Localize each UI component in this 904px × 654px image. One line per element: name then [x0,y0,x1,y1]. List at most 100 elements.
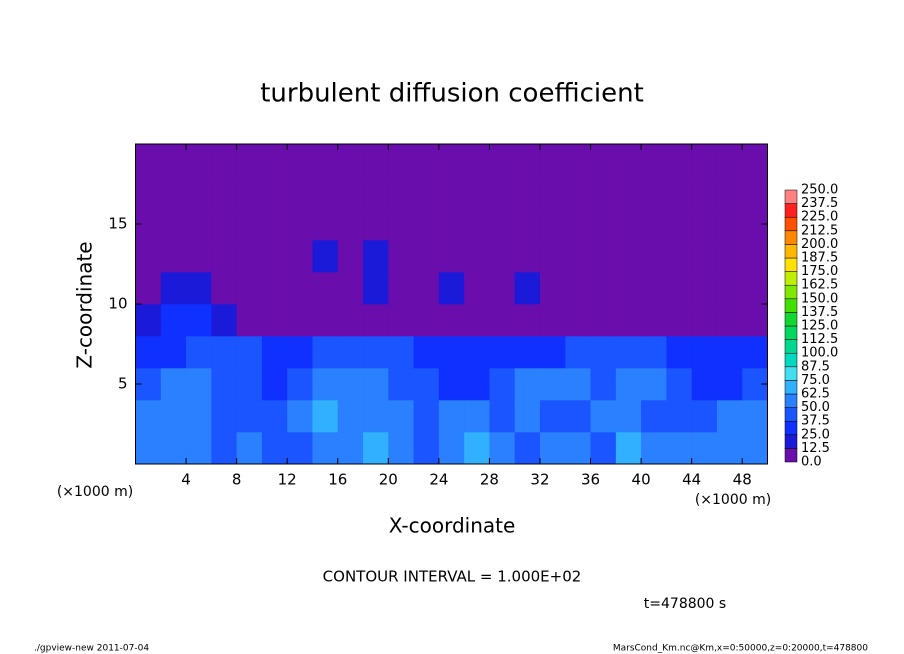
cell [211,304,237,337]
cell [160,368,187,401]
cell [666,240,692,273]
colorbar-label: 87.5 [801,359,830,374]
cell [716,336,743,369]
cell [160,432,187,465]
cell [539,304,566,337]
cell [565,400,591,433]
colorbar-swatch [784,244,798,259]
cell [312,176,339,209]
cell [514,240,541,273]
cell [287,368,313,401]
cell [287,272,313,305]
cell [615,144,642,177]
cell [742,432,768,465]
field [135,144,768,465]
cell [666,272,692,305]
colorbar-label: 125.0 [801,319,838,334]
colorbar-swatch [784,230,798,245]
colorbar-label: 62.5 [801,387,830,402]
y-tick-label: 15 [108,215,127,233]
cell [691,400,718,433]
cell [590,368,617,401]
cell [236,368,263,401]
cell [438,272,465,305]
cell [186,400,212,433]
cell [641,336,667,369]
cell [666,176,692,209]
cell [236,304,263,337]
x-tick-label: 40 [632,471,651,489]
cell [211,272,237,305]
cell [539,208,566,241]
cell [615,272,642,305]
colorbar-swatch [784,189,798,204]
cell [489,368,515,401]
colorbar-swatch [784,271,798,286]
cell [742,304,768,337]
cell [514,336,541,369]
colorbar-swatch [784,366,798,381]
colorbar-label: 25.0 [801,427,830,442]
cell [565,208,591,241]
cell [337,304,364,337]
cell [413,144,440,177]
cell [514,400,541,433]
cell [716,176,743,209]
cell [641,176,667,209]
cell [691,144,718,177]
cell [211,336,237,369]
cell [539,272,566,305]
cell [742,400,768,433]
cell [363,304,389,337]
cell [691,208,718,241]
cell [363,144,389,177]
cell [438,432,465,465]
cell [186,176,212,209]
colorbar-label: 100.0 [801,346,838,361]
cell [464,208,490,241]
cell [464,176,490,209]
cell [261,400,288,433]
cell [363,272,389,305]
cell [489,432,515,465]
cell [388,400,414,433]
cell [135,400,162,433]
x-tick-label: 44 [682,471,701,489]
cell [160,304,187,337]
cell [312,144,339,177]
colorbar-swatch [784,448,798,463]
cell [539,400,566,433]
cell [615,432,642,465]
cell [666,304,692,337]
cell [413,208,440,241]
cell [186,272,212,305]
colorbar-swatch [784,284,798,300]
colorbar-swatch [784,352,798,368]
y-tick-label: 5 [118,375,128,393]
cell [287,240,313,273]
colorbar-swatch [784,434,798,449]
cell [666,336,692,369]
cell [186,336,212,369]
cell [287,400,313,433]
cell [413,432,440,465]
cell [514,208,541,241]
cell [363,336,389,369]
cell [590,336,617,369]
cell [135,336,162,369]
cell [211,368,237,401]
cell [464,368,490,401]
colorbar-label: 212.5 [801,223,838,238]
cell [489,240,515,273]
cell [135,144,162,177]
cell [211,176,237,209]
colorbar-label: 50.0 [801,400,830,415]
cell [261,240,288,273]
cell [464,304,490,337]
cell [135,240,162,273]
cell [413,272,440,305]
x-unit-label: (×1000 m) [695,492,771,508]
cell [641,144,667,177]
y-axis-label: Z-coordinate [73,241,97,368]
cell [186,304,212,337]
